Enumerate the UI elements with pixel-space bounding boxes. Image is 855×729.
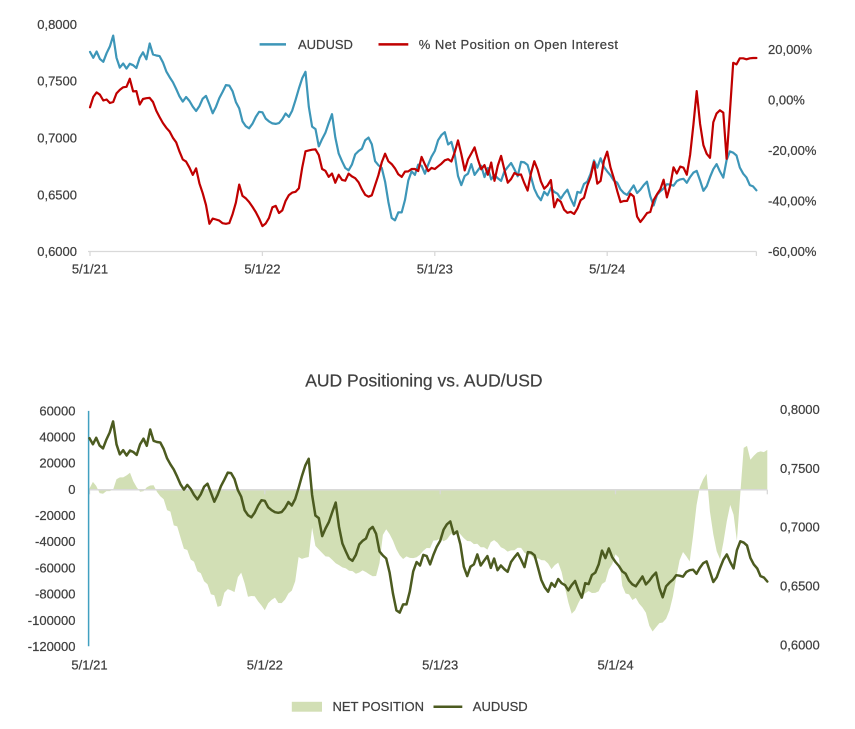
svg-text:-20000: -20000 bbox=[35, 508, 75, 523]
svg-text:0,6000: 0,6000 bbox=[780, 637, 820, 652]
svg-text:0,7500: 0,7500 bbox=[780, 461, 820, 476]
svg-text:0,8000: 0,8000 bbox=[37, 17, 77, 32]
svg-text:5/1/23: 5/1/23 bbox=[422, 657, 458, 672]
svg-text:0,8000: 0,8000 bbox=[780, 402, 820, 417]
svg-text:AUDUSD: AUDUSD bbox=[298, 37, 353, 52]
svg-text:0,6500: 0,6500 bbox=[37, 187, 77, 202]
svg-text:AUDUSD: AUDUSD bbox=[473, 699, 528, 714]
svg-text:5/1/23: 5/1/23 bbox=[417, 261, 453, 276]
svg-text:20,00%: 20,00% bbox=[768, 42, 813, 57]
svg-text:AUD Positioning vs. AUD/USD: AUD Positioning vs. AUD/USD bbox=[305, 371, 542, 391]
svg-text:20000: 20000 bbox=[39, 456, 75, 471]
svg-text:5/1/24: 5/1/24 bbox=[597, 657, 633, 672]
svg-text:0,7000: 0,7000 bbox=[37, 131, 77, 146]
svg-text:5/1/21: 5/1/21 bbox=[71, 657, 107, 672]
svg-text:0,00%: 0,00% bbox=[768, 93, 805, 108]
svg-text:0,7500: 0,7500 bbox=[37, 74, 77, 89]
svg-text:0: 0 bbox=[68, 482, 75, 497]
svg-text:5/1/21: 5/1/21 bbox=[72, 261, 108, 276]
svg-text:0,6000: 0,6000 bbox=[37, 244, 77, 259]
svg-text:-120000: -120000 bbox=[28, 639, 76, 654]
svg-text:0,7000: 0,7000 bbox=[780, 520, 820, 535]
svg-text:-80000: -80000 bbox=[35, 587, 75, 602]
svg-text:-40000: -40000 bbox=[35, 534, 75, 549]
svg-text:-60,00%: -60,00% bbox=[768, 244, 817, 259]
svg-text:5/1/22: 5/1/22 bbox=[244, 261, 280, 276]
svg-text:5/1/22: 5/1/22 bbox=[247, 657, 283, 672]
svg-text:NET POSITION: NET POSITION bbox=[333, 699, 425, 714]
svg-text:40000: 40000 bbox=[39, 430, 75, 445]
svg-text:-100000: -100000 bbox=[28, 613, 76, 628]
svg-text:-60000: -60000 bbox=[35, 560, 75, 575]
svg-text:% Net Position on Open Interes: % Net Position on Open Interest bbox=[419, 37, 619, 52]
svg-text:-40,00%: -40,00% bbox=[768, 194, 817, 209]
svg-text:-20,00%: -20,00% bbox=[768, 143, 817, 158]
svg-text:60000: 60000 bbox=[39, 403, 75, 418]
svg-text:5/1/24: 5/1/24 bbox=[589, 261, 625, 276]
svg-text:0,6500: 0,6500 bbox=[780, 579, 820, 594]
